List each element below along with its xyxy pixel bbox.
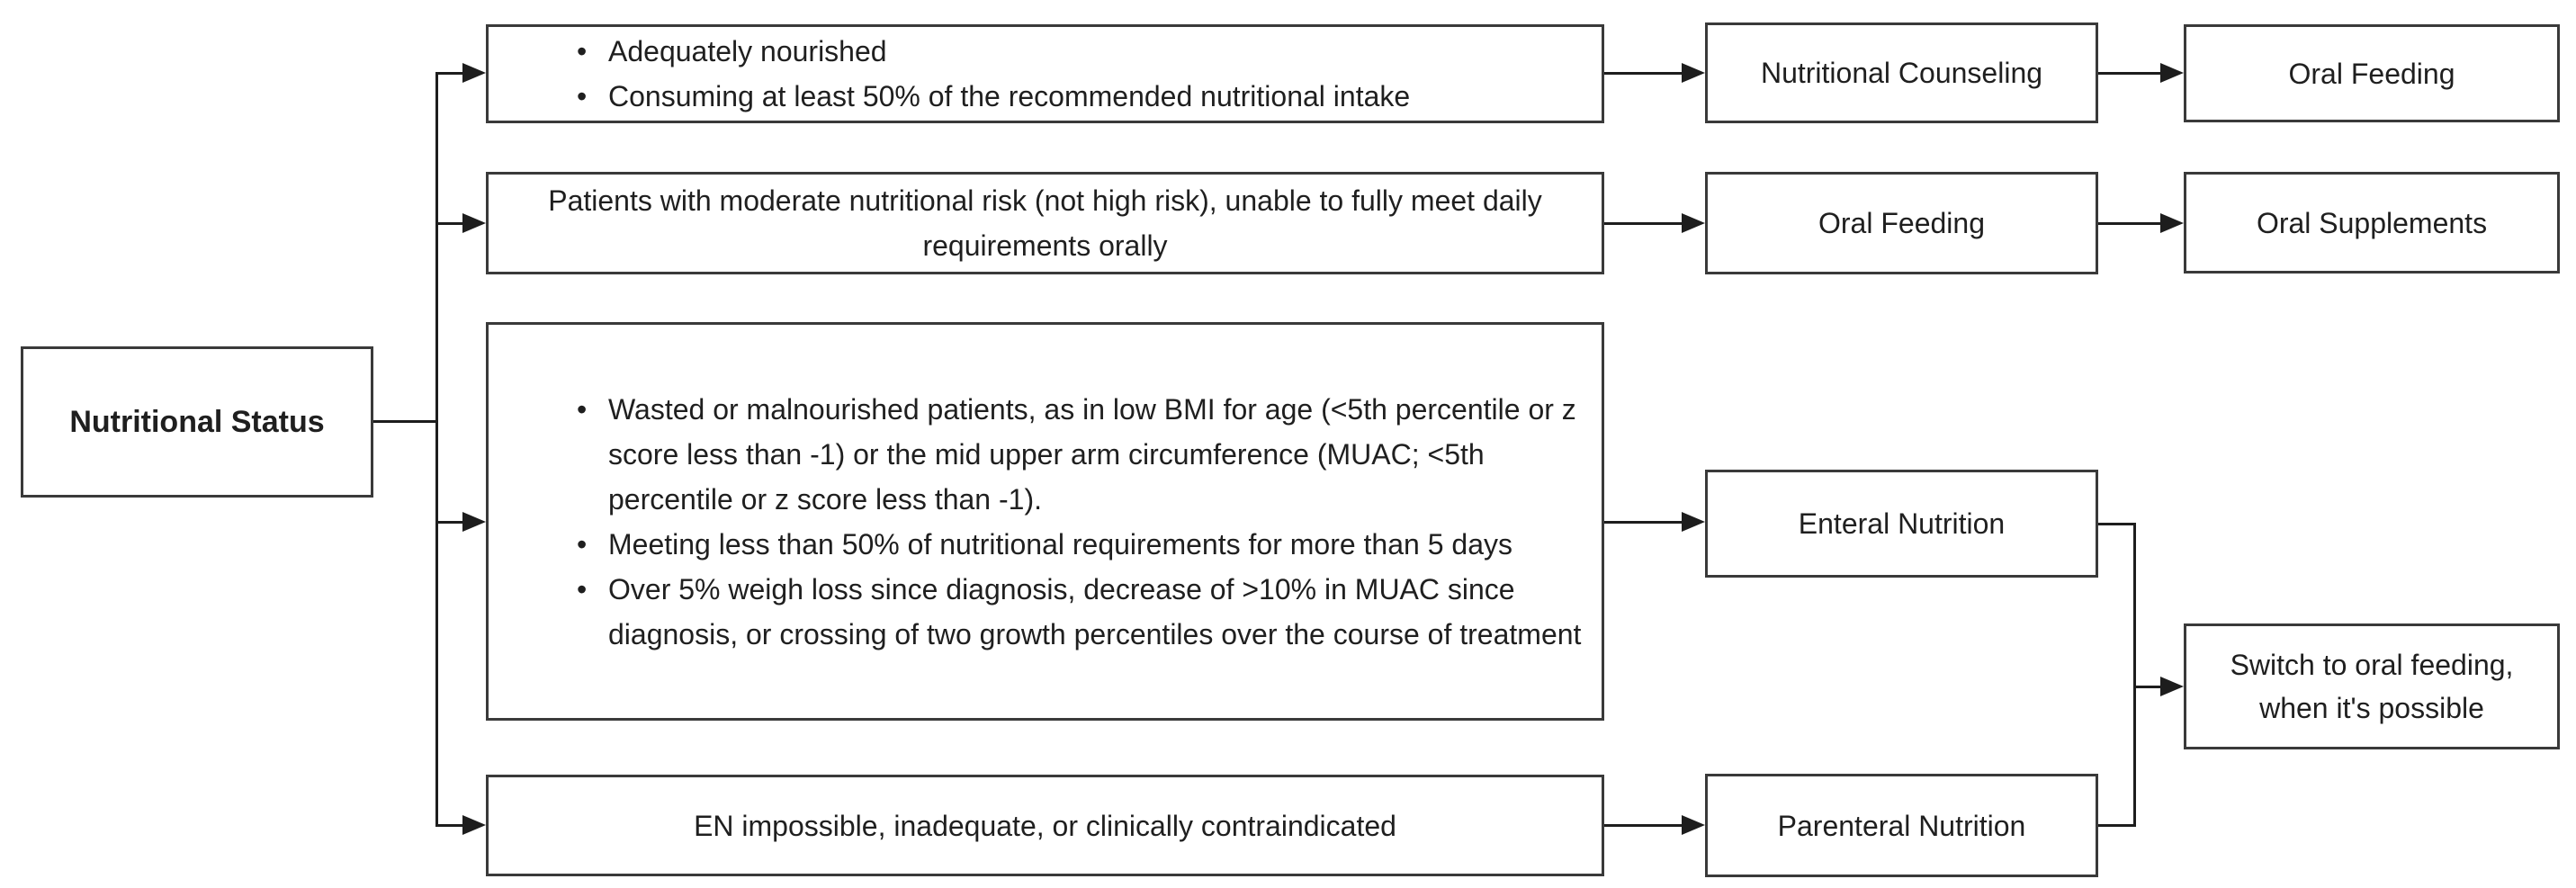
step-box-enteral-nutrition: Enteral Nutrition xyxy=(1705,470,2098,578)
connector-branch-1 xyxy=(435,72,470,75)
criteria-3-bullet-2: Meeting less than 50% of nutritional req… xyxy=(571,522,1602,567)
step-label: Nutritional Counseling xyxy=(1760,57,2043,89)
criteria-3-list: Wasted or malnourished patients, as in l… xyxy=(571,387,1602,657)
connector-parenteral-out xyxy=(2098,824,2136,827)
criteria-box-4: EN impossible, inadequate, or clinically… xyxy=(486,775,1604,876)
criteria-1-bullet-2: Consuming at least 50% of the recommende… xyxy=(571,74,1602,119)
criteria-3-bullet-1: Wasted or malnourished patients, as in l… xyxy=(571,387,1602,522)
connector-criteria1-to-counseling xyxy=(1604,72,1685,75)
arrowhead-criteria4-to-parenteral xyxy=(1682,815,1705,835)
step-box-oral-feeding-top: Oral Feeding xyxy=(2184,24,2560,122)
connector-branch-4 xyxy=(435,824,470,827)
connector-criteria4-to-parenteral xyxy=(1604,824,1685,827)
step-box-nutritional-counseling: Nutritional Counseling xyxy=(1705,22,2098,123)
criteria-1-list: Adequately nourished Consuming at least … xyxy=(571,29,1602,119)
criteria-3-bullet-3: Over 5% weigh loss since diagnosis, decr… xyxy=(571,567,1602,657)
connector-counseling-to-oral-feeding xyxy=(2098,72,2164,75)
step-label: Oral Feeding xyxy=(2288,57,2455,90)
connector-criteria3-to-enteral xyxy=(1604,521,1685,524)
root-box-nutritional-status: Nutritional Status xyxy=(21,346,373,498)
connector-enteral-out xyxy=(2098,523,2136,525)
arrowhead-criteria3-to-enteral xyxy=(1682,512,1705,532)
outcome-box-switch-to-oral-feeding: Switch to oral feeding, when it's possib… xyxy=(2184,623,2560,749)
criteria-2-text: Patients with moderate nutritional risk … xyxy=(548,184,1542,262)
criteria-1-bullet-1: Adequately nourished xyxy=(571,29,1602,74)
connector-trunk xyxy=(435,72,438,827)
arrowhead-branch-4 xyxy=(462,815,486,835)
connector-merge-to-switch xyxy=(2133,686,2164,688)
connector-root-out xyxy=(373,420,436,423)
criteria-box-2: Patients with moderate nutritional risk … xyxy=(486,172,1604,274)
arrowhead-counseling-to-oral-feeding xyxy=(2160,63,2184,83)
arrowhead-branch-1 xyxy=(462,63,486,83)
arrowhead-branch-3 xyxy=(462,512,486,532)
arrowhead-branch-2 xyxy=(462,213,486,233)
connector-merge-vertical xyxy=(2133,523,2136,827)
step-box-oral-supplements: Oral Supplements xyxy=(2184,172,2560,274)
step-box-parenteral-nutrition: Parenteral Nutrition xyxy=(1705,774,2098,877)
step-label: Enteral Nutrition xyxy=(1798,507,2006,540)
arrowhead-merge-to-switch xyxy=(2160,677,2184,696)
arrowhead-criteria2-to-oral-feeding xyxy=(1682,213,1705,233)
connector-criteria2-to-oral-feeding xyxy=(1604,222,1685,225)
outcome-label: Switch to oral feeding, when it's possib… xyxy=(2230,649,2514,724)
arrowhead-oral-feeding-to-supplements xyxy=(2160,213,2184,233)
step-label: Oral Supplements xyxy=(2256,206,2488,239)
connector-oral-feeding-to-supplements xyxy=(2098,222,2164,225)
connector-branch-3 xyxy=(435,521,470,524)
step-label: Parenteral Nutrition xyxy=(1777,809,2026,842)
criteria-box-1: Adequately nourished Consuming at least … xyxy=(486,24,1604,123)
step-box-oral-feeding-mid: Oral Feeding xyxy=(1705,172,2098,274)
step-label: Oral Feeding xyxy=(1818,207,1985,239)
root-label: Nutritional Status xyxy=(69,405,325,439)
criteria-4-text: EN impossible, inadequate, or clinically… xyxy=(694,809,1396,842)
arrowhead-criteria1-to-counseling xyxy=(1682,63,1705,83)
criteria-box-3: Wasted or malnourished patients, as in l… xyxy=(486,322,1604,721)
connector-branch-2 xyxy=(435,222,470,225)
